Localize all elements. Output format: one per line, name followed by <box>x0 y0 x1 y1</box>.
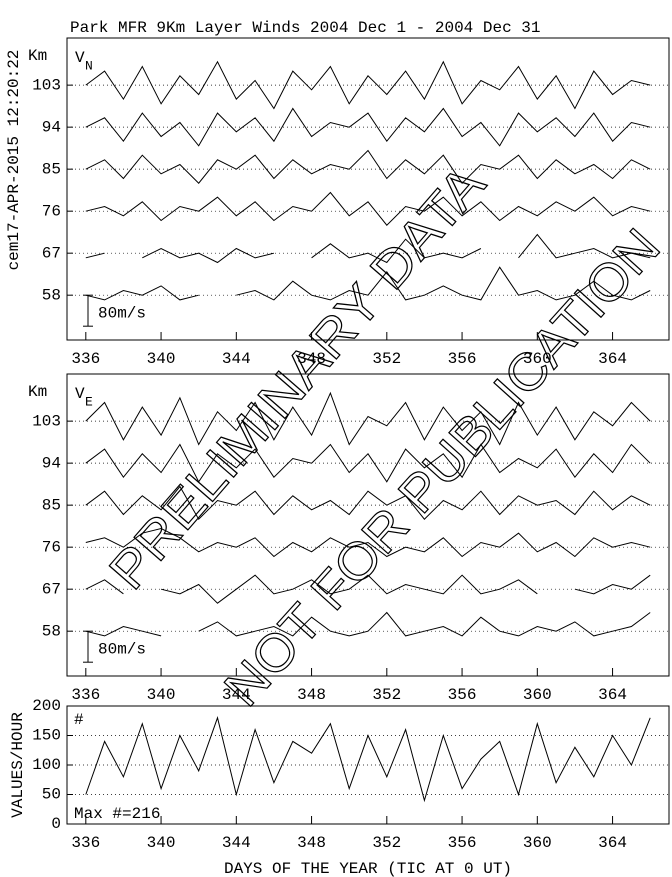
timestamp: cem17-APR-2015 12:20:22 <box>5 50 23 271</box>
y-axis-label: VALUES/HOUR <box>9 712 27 818</box>
y-tick-label: 150 <box>32 727 61 745</box>
x-tick-label: 336 <box>71 350 100 368</box>
scale-label: 80m/s <box>98 304 146 322</box>
trace <box>85 266 651 301</box>
chart-title: Park MFR 9Km Layer Winds 2004 Dec 1 - 20… <box>70 19 540 37</box>
x-tick-label: 360 <box>523 834 552 852</box>
trace <box>85 443 651 483</box>
y-tick-label: 103 <box>32 412 61 430</box>
y-tick-label: 103 <box>32 76 61 94</box>
x-tick-label: 348 <box>297 834 326 852</box>
y-tick-label: 94 <box>42 118 61 136</box>
y-tick-label: 0 <box>51 815 61 833</box>
trace <box>85 574 651 604</box>
watermark: NOT FOR PUBLICATION <box>214 218 672 718</box>
x-tick-label: 344 <box>222 350 251 368</box>
y-tick-label: 76 <box>42 202 61 220</box>
panel-label: # <box>74 711 84 729</box>
y-unit: Km <box>28 383 47 401</box>
scale-label: 80m/s <box>98 640 146 658</box>
x-axis-label: DAYS OF THE YEAR (TIC AT 0 UT) <box>224 860 512 877</box>
panel-label-sub: N <box>85 58 93 73</box>
x-tick-label: 352 <box>372 350 401 368</box>
y-tick-label: 58 <box>42 622 61 640</box>
trace <box>85 716 651 803</box>
trace <box>85 60 651 110</box>
x-tick-label: 364 <box>598 686 627 704</box>
x-tick-label: 344 <box>222 834 251 852</box>
x-tick-label: 364 <box>598 350 627 368</box>
trace <box>85 233 651 264</box>
x-tick-label: 348 <box>297 350 326 368</box>
panel-label: V <box>75 385 85 403</box>
y-tick-label: 94 <box>42 454 61 472</box>
x-tick-label: 344 <box>222 686 251 704</box>
max-label: Max #=216 <box>74 805 160 823</box>
trace <box>85 191 651 226</box>
y-tick-label: 100 <box>32 756 61 774</box>
plot-frame <box>66 37 670 341</box>
y-tick-label: 67 <box>42 244 61 262</box>
trace <box>85 527 651 558</box>
y-tick-label: 200 <box>32 697 61 715</box>
x-tick-label: 340 <box>147 834 176 852</box>
y-tick-label: 85 <box>42 496 61 514</box>
x-tick-label: 360 <box>523 350 552 368</box>
trace <box>85 149 651 184</box>
trace <box>85 107 651 147</box>
x-tick-label: 364 <box>598 834 627 852</box>
plot-frame <box>66 373 670 677</box>
x-tick-label: 340 <box>147 686 176 704</box>
trace <box>85 485 651 521</box>
x-tick-label: 356 <box>448 686 477 704</box>
x-tick-label: 336 <box>71 834 100 852</box>
x-tick-label: 340 <box>147 350 176 368</box>
y-unit: Km <box>28 47 47 65</box>
watermark: PRELIMINARY DATA <box>99 155 497 601</box>
y-tick-label: 76 <box>42 538 61 556</box>
x-tick-label: 352 <box>372 686 401 704</box>
x-tick-label: 356 <box>448 350 477 368</box>
y-tick-label: 67 <box>42 580 61 598</box>
x-tick-label: 336 <box>71 686 100 704</box>
y-tick-label: 85 <box>42 160 61 178</box>
trace <box>85 391 651 446</box>
x-tick-label: 352 <box>372 834 401 852</box>
x-tick-label: 356 <box>448 834 477 852</box>
y-tick-label: 58 <box>42 286 61 304</box>
panel-label: V <box>75 49 85 67</box>
y-tick-label: 50 <box>42 786 61 804</box>
panel-label-sub: E <box>85 394 93 409</box>
x-tick-label: 360 <box>523 686 552 704</box>
trace <box>85 611 651 637</box>
x-tick-label: 348 <box>297 686 326 704</box>
